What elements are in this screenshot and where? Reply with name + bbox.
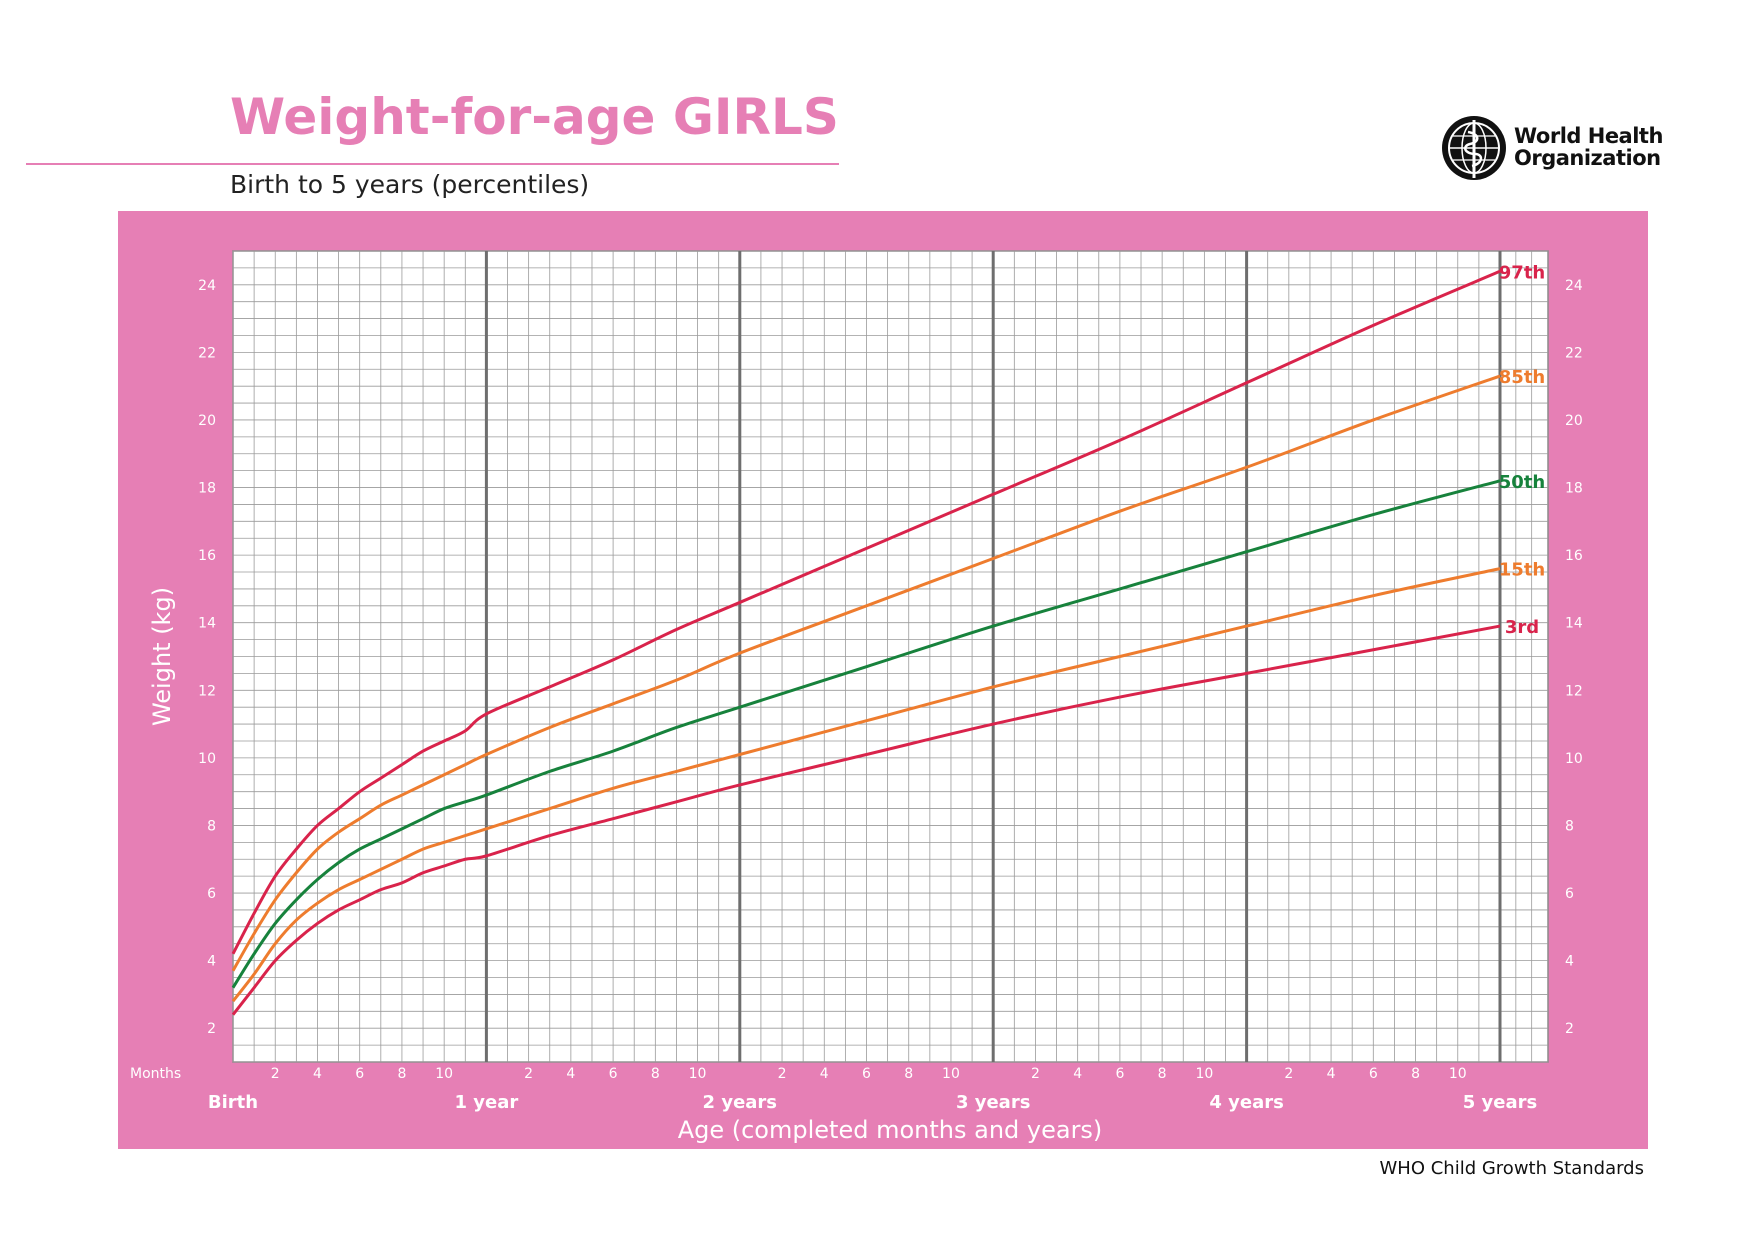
y-tick-label-left: 2 [207, 1021, 216, 1037]
series-line-15th [231, 567, 1501, 1003]
month-tick-label: 6 [1369, 1066, 1378, 1082]
year-label: 3 years [956, 1092, 1030, 1113]
month-tick-label: 2 [778, 1066, 787, 1082]
y-tick-label-right: 24 [1565, 278, 1583, 294]
series-label-50th: 50th [1499, 472, 1545, 493]
y-tick-label-right: 10 [1565, 751, 1583, 767]
y-tick-label-right: 8 [1565, 818, 1574, 834]
y-tick-label-left: 4 [207, 954, 216, 970]
month-tick-label: 10 [1195, 1066, 1213, 1082]
y-tick-label-left: 8 [207, 818, 216, 834]
y-tick-label-right: 2 [1565, 1021, 1574, 1037]
series-layer [231, 269, 1501, 1016]
series-line-85th [231, 374, 1501, 972]
y-tick-label-left: 12 [198, 683, 216, 699]
month-tick-label: 6 [355, 1066, 364, 1082]
y-tick-label-left: 22 [198, 345, 216, 361]
y-tick-label-right: 18 [1565, 481, 1583, 497]
month-tick-label: 10 [689, 1066, 707, 1082]
month-tick-label: 8 [904, 1066, 913, 1082]
y-tick-label-right: 4 [1565, 954, 1574, 970]
y-tick-label-right: 6 [1565, 886, 1574, 902]
month-tick-label: 10 [942, 1066, 960, 1082]
y-tick-label-left: 24 [198, 278, 216, 294]
y-tick-label-left: 18 [198, 481, 216, 497]
year-label: 2 years [703, 1092, 777, 1113]
year-label: 1 year [455, 1092, 519, 1113]
who-logo: World Health Organization [1440, 114, 1710, 184]
month-tick-label: 4 [1073, 1066, 1082, 1082]
month-tick-label: 2 [1284, 1066, 1293, 1082]
series-label-3rd: 3rd [1505, 617, 1539, 638]
y-tick-label-left: 20 [198, 413, 216, 429]
y-tick-label-right: 16 [1565, 548, 1583, 564]
series-label-97th: 97th [1499, 262, 1545, 283]
page-title: Weight-for-age GIRLS [230, 88, 839, 146]
year-label: 4 years [1209, 1092, 1283, 1113]
title-divider [26, 163, 839, 165]
series-label-85th: 85th [1499, 367, 1545, 388]
month-tick-label: 8 [1411, 1066, 1420, 1082]
month-tick-label: 4 [313, 1066, 322, 1082]
y-tick-label-right: 20 [1565, 413, 1583, 429]
y-axis-title: Weight (kg) [148, 587, 176, 726]
month-tick-label: 2 [1031, 1066, 1040, 1082]
y-tick-label-left: 16 [198, 548, 216, 564]
month-tick-label: 2 [524, 1066, 533, 1082]
y-tick-label-right: 12 [1565, 683, 1583, 699]
month-tick-label: 8 [651, 1066, 660, 1082]
month-tick-label: 8 [1158, 1066, 1167, 1082]
month-tick-label: 4 [1327, 1066, 1336, 1082]
month-tick-label: 6 [862, 1066, 871, 1082]
series-line-3rd [231, 624, 1501, 1016]
month-tick-label: 10 [1449, 1066, 1467, 1082]
y-tick-label-left: 14 [198, 616, 216, 632]
x-unit-label: Months [130, 1066, 181, 1082]
series-line-50th [231, 479, 1501, 989]
footer-note: WHO Child Growth Standards [1379, 1158, 1645, 1179]
who-emblem-icon [1442, 116, 1506, 180]
month-tick-label: 4 [566, 1066, 575, 1082]
month-tick-label: 8 [397, 1066, 406, 1082]
who-logo-line2: Organization [1514, 146, 1661, 170]
x-axis-title: Age (completed months and years) [678, 1116, 1103, 1144]
month-tick-label: 4 [820, 1066, 829, 1082]
series-label-15th: 15th [1499, 560, 1545, 581]
series-line-97th [231, 269, 1501, 955]
month-tick-label: 6 [609, 1066, 618, 1082]
grid [232, 250, 1548, 1063]
year-label: 5 years [1463, 1092, 1537, 1113]
y-tick-label-right: 22 [1565, 345, 1583, 361]
page-subtitle: Birth to 5 years (percentiles) [230, 170, 590, 199]
month-tick-label: 2 [271, 1066, 280, 1082]
y-tick-label-right: 14 [1565, 616, 1583, 632]
month-tick-label: 10 [435, 1066, 453, 1082]
y-tick-label-left: 6 [207, 886, 216, 902]
who-logo-line1: World Health [1514, 124, 1663, 148]
month-tick-label: 6 [1115, 1066, 1124, 1082]
y-tick-label-left: 10 [198, 751, 216, 767]
year-label: Birth [208, 1092, 258, 1113]
who-logo-text: World Health Organization [1514, 125, 1663, 169]
